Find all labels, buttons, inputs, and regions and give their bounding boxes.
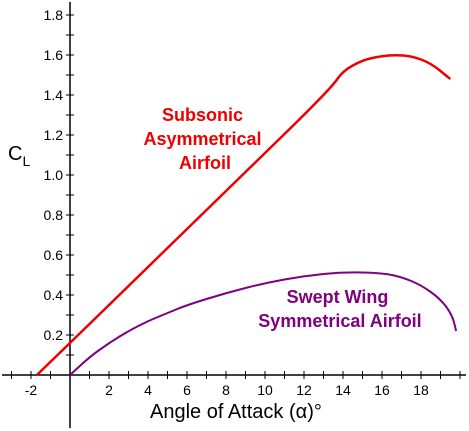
y-axis-title: CL (8, 143, 30, 169)
x-tick-label: 4 (144, 382, 152, 398)
series-2-label-line-1: Swept Wing (287, 287, 389, 307)
y-tick-label: 0.4 (44, 287, 64, 303)
series-2-label-line-2: Symmetrical Airfoil (258, 311, 421, 331)
x-tick-label: 12 (296, 382, 312, 398)
x-tick-label: 16 (374, 382, 390, 398)
series-1-label-line-3: Airfoil (179, 153, 231, 173)
x-tick-label: 14 (335, 382, 351, 398)
x-tick-label: 10 (257, 382, 273, 398)
y-axis-title-sub: L (22, 153, 30, 169)
series-1-line (36, 54, 452, 376)
x-tick-label: 6 (183, 382, 191, 398)
ticks-group: -2 2 4 6 8 10 12 14 16 18 0.2 0.4 0.6 0.8 1.0 1.2 1.4 1.6… (11, 7, 461, 398)
x-tick-label: -2 (25, 382, 38, 398)
series-1-label-line-2: Asymmetrical (143, 129, 261, 149)
y-tick-label: 1.8 (44, 7, 64, 23)
y-tick-label: 1.0 (44, 167, 64, 183)
y-tick-label: 0.2 (44, 327, 64, 343)
x-tick-label: 18 (413, 382, 429, 398)
x-tick-label: 2 (105, 382, 113, 398)
y-axis-title-main: C (8, 143, 22, 165)
series-2-line (69, 271, 458, 376)
series-group (36, 54, 458, 376)
x-tick-label: 8 (222, 382, 230, 398)
y-tick-label: 1.2 (44, 127, 64, 143)
y-tick-label: 1.6 (44, 47, 64, 63)
y-tick-label: 1.4 (44, 87, 64, 103)
series-1-label-line-1: Subsonic (162, 105, 243, 125)
x-axis-title: Angle of Attack (α)° (150, 401, 322, 423)
series-1-label: Subsonic Asymmetrical Airfoil (143, 105, 266, 173)
y-tick-label: 0.8 (44, 207, 64, 223)
y-tick-label: 0.6 (44, 247, 64, 263)
series-2-label: Swept Wing Symmetrical Airfoil (258, 287, 421, 331)
